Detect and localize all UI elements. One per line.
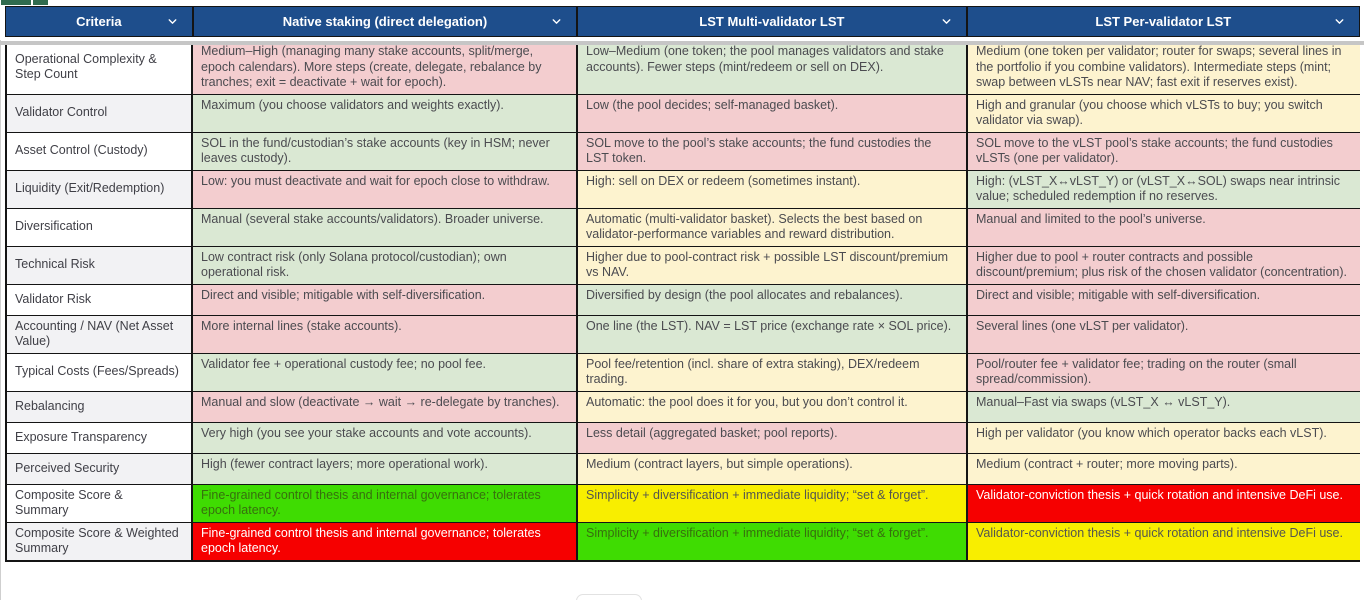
table-row: Validator Risk Direct and visible; mitiga…: [7, 284, 1360, 316]
data-cell[interactable]: More internal lines (stake accounts).: [193, 315, 578, 353]
column-header-label: Criteria: [76, 14, 122, 29]
criteria-cell[interactable]: Liquidity (Exit/Redemption): [7, 170, 193, 208]
data-cell[interactable]: One line (the LST). NAV = LST price (exc…: [578, 315, 968, 353]
data-cell[interactable]: Simplicity + diversification + immediate…: [578, 484, 968, 522]
data-cell[interactable]: Medium (contract layers, but simple oper…: [578, 453, 968, 484]
data-cell[interactable]: SOL move to the vLST pool’s stake accoun…: [968, 132, 1360, 170]
data-cell[interactable]: Manual (several stake accounts/validator…: [193, 208, 578, 246]
partial-bottom-button[interactable]: [576, 594, 642, 600]
data-cell[interactable]: Automatic (multi-validator basket). Sele…: [578, 208, 968, 246]
table-row: Liquidity (Exit/Redemption) Low: you must…: [7, 170, 1360, 209]
criteria-cell[interactable]: Validator Control: [7, 94, 193, 132]
criteria-cell[interactable]: Operational Complexity & Step Count: [7, 41, 193, 94]
table-row: Asset Control (Custody) SOL in the fund/c…: [7, 132, 1360, 171]
criteria-cell[interactable]: Exposure Transparency: [7, 422, 193, 453]
criteria-cell[interactable]: Asset Control (Custody): [7, 132, 193, 170]
data-cell[interactable]: Manual–Fast via swaps (vLST_X ↔ vLST_Y).: [968, 391, 1360, 422]
data-cell[interactable]: SOL move to the pool’s stake accounts; t…: [578, 132, 968, 170]
staking-comparison-table: Criteria Native staking (direct delegati…: [0, 6, 1364, 562]
table-body: Operational Complexity & Step Count Mediu…: [5, 41, 1360, 562]
left-edge-line: [0, 40, 1, 600]
data-cell[interactable]: Higher due to pool + router contracts an…: [968, 246, 1360, 284]
data-cell[interactable]: Medium (contract + router; more moving p…: [968, 453, 1360, 484]
table-row: Accounting / NAV (Net Asset Value) More i…: [7, 315, 1360, 354]
data-cell[interactable]: Manual and limited to the pool’s univers…: [968, 208, 1360, 246]
data-cell[interactable]: Medium–High (managing many stake account…: [193, 41, 578, 94]
table-row: Diversification Manual (several stake acc…: [7, 208, 1360, 247]
data-cell[interactable]: Diversified by design (the pool allocate…: [578, 284, 968, 315]
data-cell[interactable]: Maximum (you choose validators and weigh…: [193, 94, 578, 132]
criteria-cell[interactable]: Perceived Security: [7, 453, 193, 484]
data-cell[interactable]: Fine-grained control thesis and internal…: [193, 484, 578, 522]
chevron-down-icon[interactable]: [166, 15, 179, 31]
criteria-cell[interactable]: Technical Risk: [7, 246, 193, 284]
chevron-down-icon[interactable]: [1333, 15, 1346, 31]
data-cell[interactable]: Pool/router fee + validator fee; trading…: [968, 353, 1360, 391]
frozen-row-divider: [0, 41, 1364, 45]
data-cell[interactable]: Automatic: the pool does it for you, but…: [578, 391, 968, 422]
data-cell[interactable]: Several lines (one vLST per validator).: [968, 315, 1360, 353]
column-header-label: LST Per-validator LST: [1095, 14, 1232, 29]
table-row: Composite Score & Summary Fine-grained co…: [7, 484, 1360, 523]
data-cell[interactable]: Pool fee/retention (incl. share of extra…: [578, 353, 968, 391]
data-cell[interactable]: Low–Medium (one token; the pool manages …: [578, 41, 968, 94]
data-cell[interactable]: Less detail (aggregated basket; pool rep…: [578, 422, 968, 453]
table-row: Perceived Security High (fewer contract l…: [7, 453, 1360, 485]
criteria-cell[interactable]: Typical Costs (Fees/Spreads): [7, 353, 193, 391]
data-cell[interactable]: Simplicity + diversification + immediate…: [578, 522, 968, 560]
column-header-label: LST Multi-validator LST: [699, 14, 845, 29]
data-cell[interactable]: Validator-conviction thesis + quick rota…: [968, 522, 1360, 560]
criteria-cell[interactable]: Diversification: [7, 208, 193, 246]
data-cell[interactable]: High per validator (you know which opera…: [968, 422, 1360, 453]
table-row: Exposure Transparency Very high (you see …: [7, 422, 1360, 454]
chevron-down-icon[interactable]: [550, 15, 563, 31]
column-header-native-staking[interactable]: Native staking (direct delegation): [193, 7, 579, 36]
table-row: Operational Complexity & Step Count Mediu…: [7, 41, 1360, 95]
criteria-cell[interactable]: Composite Score & Summary: [7, 484, 193, 522]
data-cell[interactable]: Low (the pool decides; self-managed bask…: [578, 94, 968, 132]
criteria-cell[interactable]: Rebalancing: [7, 391, 193, 422]
data-cell[interactable]: High: (vLST_X↔vLST_Y) or (vLST_X↔SOL) sw…: [968, 170, 1360, 208]
data-cell[interactable]: High and granular (you choose which vLST…: [968, 94, 1360, 132]
column-header-multi-validator-lst[interactable]: LST Multi-validator LST: [578, 7, 968, 36]
data-cell[interactable]: Low: you must deactivate and wait for ep…: [193, 170, 578, 208]
criteria-cell[interactable]: Accounting / NAV (Net Asset Value): [7, 315, 193, 353]
table-header-row: Criteria Native staking (direct delegati…: [5, 6, 1360, 37]
data-cell[interactable]: Higher due to pool-contract risk + possi…: [578, 246, 968, 284]
criteria-cell[interactable]: Validator Risk: [7, 284, 193, 315]
top-left-green-bar-small: [33, 0, 48, 5]
table-row: Technical Risk Low contract risk (only So…: [7, 246, 1360, 285]
data-cell[interactable]: SOL in the fund/custodian’s stake accoun…: [193, 132, 578, 170]
table-row: Rebalancing Manual and slow (deactivate →…: [7, 391, 1360, 423]
table-row: Validator Control Maximum (you choose val…: [7, 94, 1360, 133]
column-header-label: Native staking (direct delegation): [282, 14, 488, 29]
data-cell[interactable]: High: sell on DEX or redeem (sometimes i…: [578, 170, 968, 208]
data-cell[interactable]: Validator fee + operational custody fee;…: [193, 353, 578, 391]
table-row: Composite Score & Weighted Summary Fine-g…: [7, 522, 1360, 560]
data-cell[interactable]: Manual and slow (deactivate → wait → re-…: [193, 391, 578, 422]
top-left-green-bar: [1, 0, 31, 5]
chevron-down-icon[interactable]: [940, 15, 953, 31]
column-header-criteria[interactable]: Criteria: [6, 7, 194, 36]
data-cell[interactable]: Medium (one token per validator; router …: [968, 41, 1360, 94]
column-header-per-validator-lst[interactable]: LST Per-validator LST: [967, 7, 1359, 36]
data-cell[interactable]: Direct and visible; mitigable with self-…: [193, 284, 578, 315]
data-cell[interactable]: Direct and visible; mitigable with self-…: [968, 284, 1360, 315]
criteria-cell[interactable]: Composite Score & Weighted Summary: [7, 522, 193, 560]
data-cell[interactable]: Very high (you see your stake accounts a…: [193, 422, 578, 453]
data-cell[interactable]: Validator-conviction thesis + quick rota…: [968, 484, 1360, 522]
data-cell[interactable]: High (fewer contract layers; more operat…: [193, 453, 578, 484]
table-row: Typical Costs (Fees/Spreads) Validator fe…: [7, 353, 1360, 392]
data-cell[interactable]: Low contract risk (only Solana protocol/…: [193, 246, 578, 284]
data-cell[interactable]: Fine-grained control thesis and internal…: [193, 522, 578, 560]
